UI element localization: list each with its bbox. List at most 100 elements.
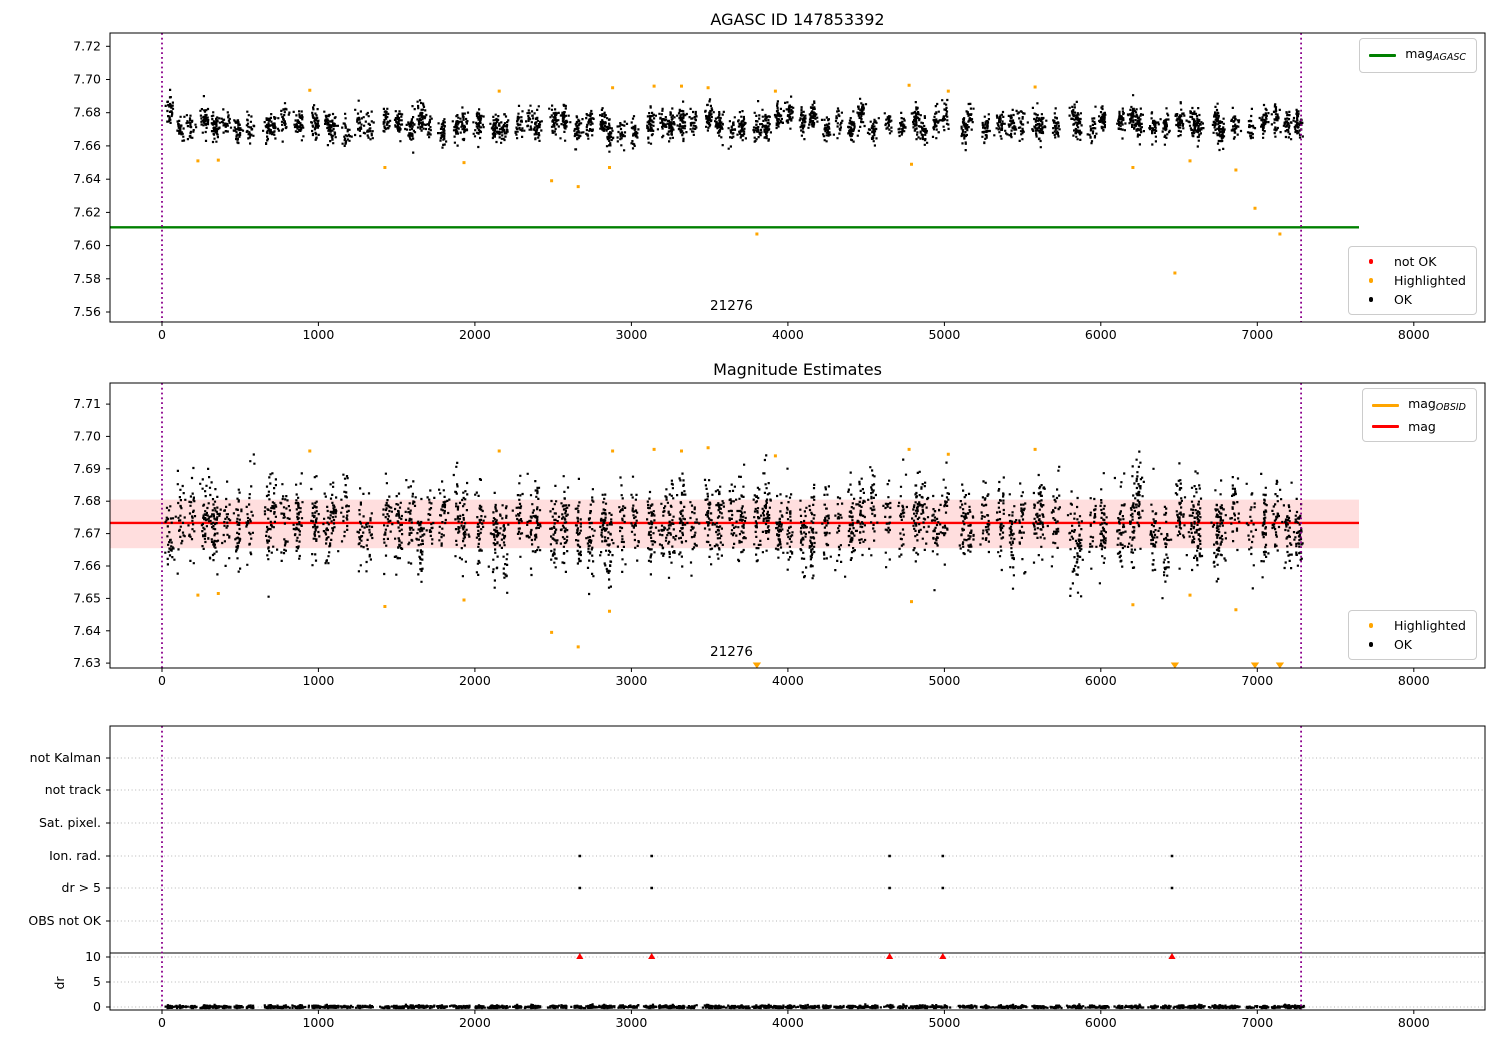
legend-label: not OK [1393, 254, 1437, 269]
x-tick-label: 6000 [1085, 673, 1117, 688]
flags-gridlines [110, 757, 1485, 1008]
x-tick-label: 6000 [1085, 327, 1117, 342]
y-tick-label: 7.58 [73, 271, 101, 286]
x-tick-label: 2000 [459, 673, 491, 688]
y-axis-ticks: 7.56 7.58 7.60 7.62 7.64 7.66 7.68 7.70 7.72 [73, 38, 110, 319]
legend-item: magOBSID [1370, 394, 1466, 417]
y-tick-label: 7.64 [73, 623, 101, 638]
legend-marker-sample [1356, 623, 1386, 628]
flag-category-label: Sat. pixel. [39, 815, 101, 830]
x-tick-label: 4000 [772, 673, 804, 688]
x-tick-label: 7000 [1241, 1015, 1273, 1030]
legend-marker-sample [1356, 278, 1386, 283]
x-tick-label: 5000 [928, 327, 960, 342]
x-tick-label: 0 [158, 1015, 166, 1030]
y-tick-label: 7.71 [73, 396, 101, 411]
flag-category-label: Ion. rad. [49, 848, 101, 863]
x-tick-label: 8000 [1398, 1015, 1430, 1030]
legend-item: OK [1356, 290, 1466, 309]
y-axis-ticks: 7.63 7.64 7.65 7.66 7.67 7.68 7.69 7.70 7.71 [73, 396, 110, 670]
dr-tick-label: 0 [93, 999, 101, 1014]
dr-axis-label: dr [52, 976, 67, 990]
legend-item: not OK [1356, 252, 1466, 271]
x-tick-label: 1000 [302, 673, 334, 688]
x-tick-label: 3000 [615, 1015, 647, 1030]
legend-item: mag [1370, 417, 1466, 436]
clipped-dr-triangles [576, 953, 1176, 959]
axes-frame: 0 1000 2000 3000 4000 5000 6000 7000 8000 [109, 32, 1486, 342]
legend-label: magOBSID [1408, 396, 1466, 413]
y-tick-label: 7.68 [73, 493, 101, 508]
flag-category-label: OBS not OK [28, 913, 101, 928]
y-tick-label: 7.72 [73, 38, 101, 53]
x-tick-label: 8000 [1398, 673, 1430, 688]
x-tick-label: 7000 [1241, 673, 1273, 688]
flag-category-label: not track [45, 782, 102, 797]
y-tick-label: 7.66 [73, 558, 101, 573]
y-tick-label: 7.64 [73, 171, 101, 186]
legend-item: Highlighted [1356, 616, 1466, 635]
y-tick-label: 7.66 [73, 138, 101, 153]
y-tick-label: 7.67 [73, 526, 101, 541]
y-tick-label: 7.60 [73, 238, 101, 253]
obs-window-lines [161, 33, 1302, 322]
x-tick-label: 4000 [772, 1015, 804, 1030]
y-tick-label: 7.65 [73, 590, 101, 605]
estimates-line-legend: magOBSID mag [1362, 388, 1477, 442]
flag-event-dots [578, 854, 1174, 890]
legend-item: Highlighted [1356, 271, 1466, 290]
y-tick-label: 7.63 [73, 655, 101, 670]
y-tick-label: 7.69 [73, 461, 101, 476]
axes-frame: 0 1000 2000 3000 4000 5000 6000 7000 8000 [109, 382, 1486, 688]
dr-tick-label: 5 [93, 974, 101, 989]
y-tick-label: 7.70 [73, 72, 101, 87]
obsid-annotation-top: 21276 [710, 298, 754, 315]
legend-marker-sample [1356, 297, 1386, 302]
y-tick-label: 7.56 [73, 304, 101, 319]
obsid-annotation-middle: 21276 [710, 644, 754, 661]
flag-category-axis: not Kalman not track Sat. pixel. Ion. rad. d… [28, 750, 110, 1014]
legend-label: magAGASC [1405, 46, 1466, 63]
magnitude-plot-title: Magnitude Estimates [713, 360, 882, 379]
legend-item: magAGASC [1367, 44, 1466, 67]
obs-window-lines [161, 726, 1302, 1010]
x-tick-label: 3000 [615, 327, 647, 342]
legend-label: OK [1393, 637, 1412, 652]
legend-line-sample [1370, 403, 1400, 408]
y-tick-label: 7.62 [73, 204, 101, 219]
estimates-marker-legend: Highlighted OK [1347, 610, 1477, 660]
x-tick-label: 0 [158, 327, 166, 342]
legend-line-sample [1370, 425, 1400, 428]
legend-label: Highlighted [1393, 618, 1466, 633]
x-tick-label: 1000 [302, 1015, 334, 1030]
x-tick-label: 2000 [459, 327, 491, 342]
legend-marker-sample [1356, 259, 1386, 264]
agasc-mag-line-legend: magAGASC [1359, 38, 1477, 73]
agasc-plot-title: AGASC ID 147853392 [710, 10, 885, 29]
legend-label: mag [1408, 419, 1436, 434]
ok-scatter-points [164, 450, 1304, 600]
axes-frame: 0 1000 2000 3000 4000 5000 6000 7000 8000 [109, 725, 1486, 1030]
y-tick-label: 7.70 [73, 428, 101, 443]
y-tick-label: 7.68 [73, 105, 101, 120]
x-tick-label: 5000 [928, 673, 960, 688]
legend-label: OK [1393, 292, 1412, 307]
x-tick-label: 4000 [772, 327, 804, 342]
legend-item: OK [1356, 635, 1466, 654]
ok-scatter-points [164, 88, 1304, 154]
dr-tick-label: 10 [85, 949, 101, 964]
legend-label: Highlighted [1393, 273, 1466, 288]
agasc-marker-legend: not OK Highlighted OK [1347, 246, 1477, 315]
x-tick-label: 1000 [302, 327, 334, 342]
flag-category-label: dr > 5 [62, 880, 101, 895]
x-tick-label: 5000 [928, 1015, 960, 1030]
x-tick-label: 3000 [615, 673, 647, 688]
x-tick-label: 8000 [1398, 327, 1430, 342]
x-tick-label: 0 [158, 673, 166, 688]
flag-category-label: not Kalman [30, 750, 101, 765]
legend-marker-sample [1356, 642, 1386, 647]
x-tick-label: 7000 [1241, 327, 1273, 342]
x-tick-label: 6000 [1085, 1015, 1117, 1030]
